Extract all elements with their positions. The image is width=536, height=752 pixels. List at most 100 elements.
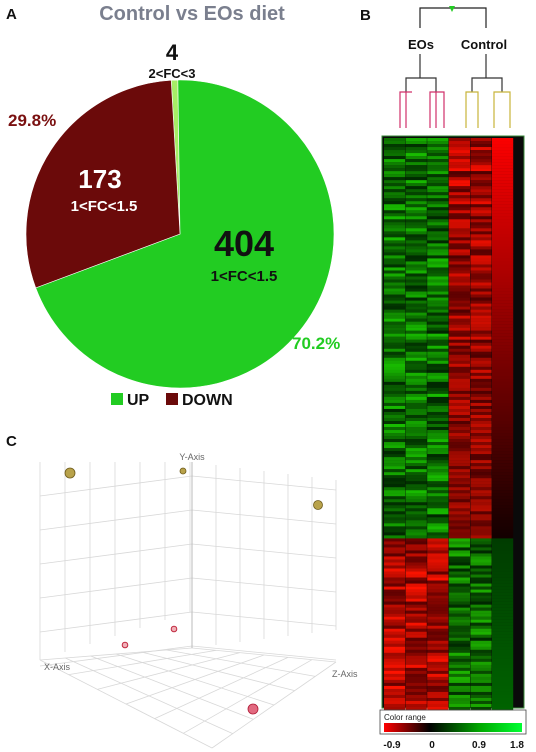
- heatmap-cell: [470, 586, 492, 590]
- heatmap-cell: [470, 339, 492, 343]
- heatmap-cell: [384, 673, 406, 678]
- heatmap-cell: [470, 171, 492, 175]
- heatmap-cell: [427, 583, 449, 587]
- heatmap-cell: [492, 216, 514, 220]
- heatmap-cell: [448, 198, 470, 202]
- heatmap-cell: [427, 574, 449, 578]
- heatmap-cell: [492, 309, 514, 313]
- pie-slice-down-1: [25, 79, 181, 289]
- heatmap-cell: [405, 174, 427, 178]
- heatmap-cell: [427, 706, 449, 711]
- heatmap-cell: [384, 454, 406, 458]
- heatmap-cell: [492, 204, 514, 208]
- heatmap-cell: [470, 177, 492, 181]
- heatmap-cell: [405, 147, 427, 151]
- heatmap-cell: [405, 279, 427, 283]
- heatmap-cell: [405, 550, 427, 554]
- heatmap-cell: [492, 700, 514, 705]
- heatmap-cell: [492, 562, 514, 566]
- heatmap-cell: [492, 649, 514, 654]
- heatmap-cell: [384, 613, 406, 617]
- heatmap-cell: [384, 276, 406, 280]
- heatmap-cell: [448, 616, 470, 620]
- color-range-title: Color range: [384, 713, 426, 722]
- heatmap-cell: [427, 682, 449, 687]
- heatmap-cell: [492, 445, 514, 449]
- heatmap-cell: [492, 243, 514, 247]
- heatmap-cell: [405, 303, 427, 307]
- heatmap-cell: [405, 697, 427, 702]
- heatmap-cell: [405, 306, 427, 310]
- heatmap-cell: [427, 610, 449, 614]
- heatmap-cell: [448, 189, 470, 193]
- heatmap-cell: [492, 550, 514, 554]
- heatmap-cell: [384, 273, 406, 277]
- heatmap-cell: [448, 535, 470, 539]
- heatmap-cell: [470, 159, 492, 163]
- heatmap-cell: [384, 357, 406, 361]
- heatmap-cell: [427, 324, 449, 328]
- heatmap-cell: [405, 508, 427, 512]
- heatmap-cell: [492, 318, 514, 322]
- heatmap-cell: [427, 192, 449, 196]
- heatmap-cell: [470, 153, 492, 157]
- heatmap-cell: [427, 270, 449, 274]
- heatmap-cell: [405, 571, 427, 575]
- heatmap-cell: [427, 288, 449, 292]
- heatmap-cell: [492, 168, 514, 172]
- heatmap-cell: [470, 658, 492, 663]
- heatmap-cell: [427, 556, 449, 560]
- heatmap-cell: [492, 297, 514, 301]
- 3d-scatter-points: [64, 467, 323, 715]
- heatmap-cell: [427, 622, 449, 626]
- heatmap-cell: [405, 186, 427, 190]
- heatmap-cell: [405, 144, 427, 148]
- heatmap-cell: [492, 559, 514, 563]
- heatmap-cell: [470, 529, 492, 533]
- panel-label-a: A: [6, 6, 17, 23]
- heatmap-cell: [427, 688, 449, 693]
- heatmap-cell: [427, 243, 449, 247]
- heatmap-cell: [448, 565, 470, 569]
- heatmap-cell: [384, 207, 406, 211]
- pie-label-down-value: 173: [78, 164, 121, 194]
- heatmap-cell: [448, 321, 470, 325]
- heatmap-cell: [384, 255, 406, 259]
- heatmap-cell: [405, 234, 427, 238]
- heatmap-cell: [492, 372, 514, 377]
- heatmap-cell: [405, 171, 427, 175]
- heatmap-cell: [492, 291, 514, 295]
- heatmap-cell: [405, 427, 427, 431]
- heatmap-cell: [384, 520, 406, 524]
- heatmap-cell: [470, 607, 492, 611]
- heatmap-cell: [470, 427, 492, 431]
- heatmap-cell: [492, 502, 514, 506]
- heatmap-cell: [384, 384, 406, 389]
- heatmap-cell: [427, 177, 449, 181]
- heatmap-cell: [492, 595, 514, 599]
- heatmap-cell: [448, 604, 470, 608]
- heatmap-cell: [470, 511, 492, 515]
- heatmap-cell: [448, 402, 470, 407]
- heatmap-cell: [384, 405, 406, 410]
- heatmap-cell: [470, 141, 492, 145]
- heatmap-cell: [405, 345, 427, 349]
- legend-swatch-up: [111, 393, 123, 405]
- heatmap-cell: [492, 378, 514, 383]
- heatmap-cell: [448, 427, 470, 431]
- heatmap-cell: [492, 433, 514, 437]
- heatmap-cell: [427, 360, 449, 364]
- heatmap-cell: [427, 312, 449, 316]
- legend-label-up: UP: [127, 392, 150, 409]
- heatmap-cell: [492, 469, 514, 473]
- heatmap-cell: [384, 222, 406, 226]
- heatmap-cell: [492, 670, 514, 675]
- heatmap-cell: [427, 649, 449, 654]
- heatmap-cell: [405, 258, 427, 262]
- heatmap-cell: [470, 174, 492, 178]
- heatmap-cell: [492, 417, 514, 422]
- heatmap-cell: [427, 538, 449, 542]
- heatmap-cell: [384, 463, 406, 467]
- heatmap-cell: [448, 324, 470, 328]
- heatmap-cell: [448, 309, 470, 313]
